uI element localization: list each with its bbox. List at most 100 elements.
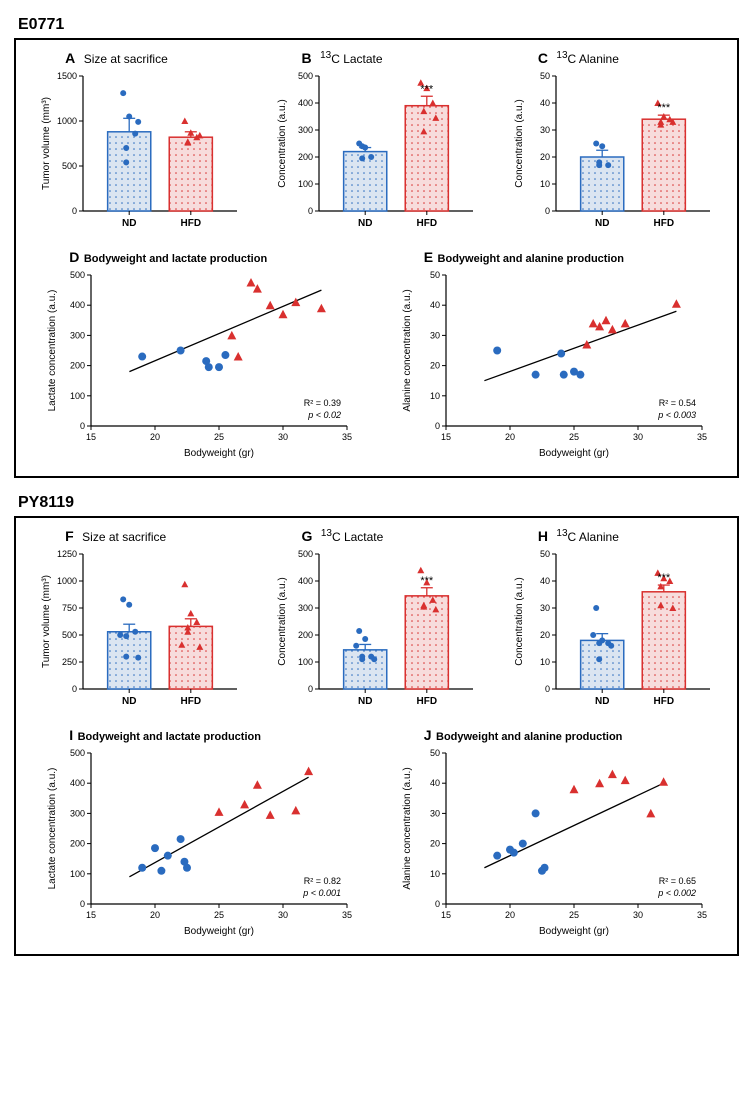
svg-text:400: 400: [298, 98, 313, 108]
chart-letter: D: [69, 249, 79, 265]
chart-title: 13C Lactate: [320, 50, 383, 66]
svg-text:100: 100: [70, 391, 85, 401]
svg-text:200: 200: [70, 361, 85, 371]
svg-text:HFD: HFD: [181, 218, 202, 229]
svg-text:0: 0: [435, 899, 440, 909]
svg-text:300: 300: [298, 603, 313, 613]
svg-text:ND: ND: [122, 696, 136, 707]
svg-text:25: 25: [214, 432, 224, 442]
svg-text:250: 250: [62, 657, 77, 667]
svg-text:20: 20: [430, 361, 440, 371]
svg-text:0: 0: [308, 684, 313, 694]
svg-text:25: 25: [569, 910, 579, 920]
svg-text:30: 30: [633, 432, 643, 442]
section-label-e0771: E0771: [18, 16, 739, 34]
svg-text:Alanine concentration (a.u.): Alanine concentration (a.u.): [402, 767, 413, 889]
chart-H: H 13C Alanine 01020304050Concentration (…: [508, 528, 718, 721]
svg-text:1000: 1000: [57, 116, 77, 126]
svg-text:400: 400: [70, 778, 85, 788]
chart-letter: H: [538, 528, 548, 544]
svg-text:750: 750: [62, 603, 77, 613]
svg-text:Concentration (a.u.): Concentration (a.u.): [514, 99, 525, 187]
svg-text:1250: 1250: [57, 549, 77, 559]
svg-text:20: 20: [505, 432, 515, 442]
svg-text:1000: 1000: [57, 576, 77, 586]
svg-text:***: ***: [421, 575, 435, 587]
svg-text:40: 40: [540, 576, 550, 586]
chart-title: Size at sacrifice: [82, 530, 166, 544]
svg-text:0: 0: [80, 421, 85, 431]
svg-text:ND: ND: [358, 218, 372, 229]
svg-text:20: 20: [505, 910, 515, 920]
svg-text:***: ***: [421, 83, 435, 95]
svg-text:35: 35: [342, 432, 352, 442]
svg-text:HFD: HFD: [417, 696, 438, 707]
chart-D: D Bodyweight and lactate production 0 100…: [39, 249, 359, 462]
svg-text:R² = 0.39: R² = 0.39: [304, 398, 341, 408]
svg-text:500: 500: [298, 71, 313, 81]
svg-text:ND: ND: [595, 218, 609, 229]
chart-B: B 13C Lactate 0100200300400500Concentrat…: [271, 50, 481, 243]
svg-text:p < 0.02: p < 0.02: [307, 410, 341, 420]
chart-G: G 13C Lactate 0100200300400500Concentrat…: [271, 528, 481, 721]
svg-text:35: 35: [697, 910, 707, 920]
svg-text:0: 0: [435, 421, 440, 431]
svg-text:15: 15: [86, 910, 96, 920]
svg-text:10: 10: [430, 869, 440, 879]
svg-text:ND: ND: [122, 218, 136, 229]
svg-text:R² = 0.54: R² = 0.54: [658, 398, 695, 408]
svg-text:30: 30: [430, 330, 440, 340]
svg-text:Concentration (a.u.): Concentration (a.u.): [514, 577, 525, 665]
svg-text:20: 20: [150, 432, 160, 442]
svg-text:0: 0: [308, 206, 313, 216]
svg-text:40: 40: [540, 98, 550, 108]
svg-text:10: 10: [430, 391, 440, 401]
svg-text:40: 40: [430, 300, 440, 310]
section-label-py8119: PY8119: [18, 494, 739, 512]
chart-title: Bodyweight and alanine production: [438, 253, 624, 265]
chart-title: 13C Alanine: [556, 50, 619, 66]
svg-text:25: 25: [569, 432, 579, 442]
chart-letter: J: [424, 727, 432, 743]
svg-text:Alanine concentration (a.u.): Alanine concentration (a.u.): [402, 289, 413, 411]
panel-e0771: A Size at sacrifice 050010001500Tumor vo…: [14, 38, 739, 478]
svg-text:10: 10: [540, 179, 550, 189]
svg-text:Lactate concentration (a.u.): Lactate concentration (a.u.): [47, 290, 58, 412]
svg-text:100: 100: [70, 869, 85, 879]
svg-text:200: 200: [298, 630, 313, 640]
svg-text:30: 30: [278, 432, 288, 442]
svg-text:HFD: HFD: [653, 218, 674, 229]
svg-text:50: 50: [540, 549, 550, 559]
svg-text:50: 50: [430, 748, 440, 758]
chart-letter: A: [65, 50, 75, 66]
chart-letter: F: [65, 528, 74, 544]
chart-C: C 13C Alanine 01020304050Concentration (…: [508, 50, 718, 243]
svg-text:0: 0: [545, 684, 550, 694]
svg-text:35: 35: [697, 432, 707, 442]
svg-text:0: 0: [80, 899, 85, 909]
svg-text:0: 0: [545, 206, 550, 216]
svg-text:20: 20: [540, 152, 550, 162]
chart-letter: C: [538, 50, 548, 66]
svg-text:100: 100: [298, 179, 313, 189]
svg-text:30: 30: [633, 910, 643, 920]
svg-text:Tumor volume (mm³): Tumor volume (mm³): [41, 575, 52, 668]
svg-text:Bodyweight (gr): Bodyweight (gr): [184, 926, 254, 937]
svg-text:200: 200: [298, 152, 313, 162]
svg-text:Concentration (a.u.): Concentration (a.u.): [277, 577, 288, 665]
svg-text:HFD: HFD: [653, 696, 674, 707]
chart-I: I Bodyweight and lactate production 0100…: [39, 727, 359, 940]
svg-text:20: 20: [430, 839, 440, 849]
svg-text:30: 30: [430, 808, 440, 818]
svg-text:30: 30: [540, 603, 550, 613]
svg-text:500: 500: [70, 270, 85, 280]
chart-letter: G: [301, 528, 312, 544]
svg-text:15: 15: [441, 432, 451, 442]
svg-text:Bodyweight (gr): Bodyweight (gr): [539, 448, 609, 459]
svg-text:35: 35: [342, 910, 352, 920]
svg-text:R² = 0.65: R² = 0.65: [658, 876, 695, 886]
chart-title: Bodyweight and lactate production: [84, 253, 267, 265]
svg-text:25: 25: [214, 910, 224, 920]
svg-text:300: 300: [70, 330, 85, 340]
svg-text:400: 400: [70, 300, 85, 310]
